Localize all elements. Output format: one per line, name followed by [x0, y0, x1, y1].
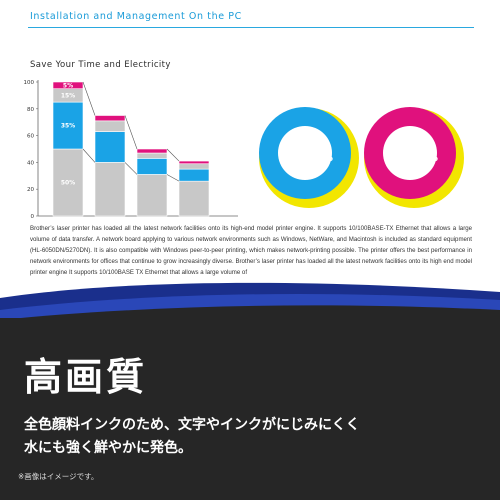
stacked-bar-chart: 0 20 40 60 80 100 50% 35% 15% 5% [24, 80, 238, 220]
y-tick-label: 60 [27, 134, 34, 140]
bar-segment [178, 163, 210, 170]
data-label: 5% [63, 82, 73, 89]
image-note: ※画像はイメージです。 [18, 472, 99, 481]
bar-segment [52, 101, 84, 150]
y-tick-label: 80 [27, 107, 34, 113]
y-tick-label: 20 [27, 187, 34, 193]
gauge: 60% [364, 107, 464, 208]
gauge-hole [383, 126, 437, 180]
bar-segment [178, 168, 210, 182]
promo-line-1: 全色顔料インクのため、文字やインクがにじみにくく [24, 417, 360, 433]
header-divider [28, 27, 474, 28]
bar-segment [136, 152, 168, 159]
data-label: 15% [61, 92, 75, 99]
gauge-value: 60 [393, 142, 421, 166]
description-text: Brother’s laser printer has loaded all t… [30, 225, 472, 276]
gauge-value: 80 [288, 142, 316, 166]
gauge-group: 80% 60% [259, 107, 464, 208]
bar-segment [94, 120, 126, 132]
gauge-unit: % [322, 151, 333, 164]
connector-line [166, 174, 180, 182]
connector-line [82, 148, 96, 163]
connector-line [82, 81, 96, 116]
y-tick-label: 0 [31, 214, 35, 220]
gauge-hole [278, 126, 332, 180]
promo-line-2: 水にも強く鮮やかに発色。 [24, 440, 192, 456]
bar-segment [136, 174, 168, 217]
chart-title: Save Your Time and Electricity [30, 60, 171, 70]
gauge: 80% [259, 107, 359, 208]
connector-line [124, 162, 138, 175]
bar-segment [136, 158, 168, 175]
bar-segment [94, 131, 126, 163]
gauge-unit: % [427, 151, 438, 164]
bar-segment [178, 160, 210, 165]
y-tick-label: 100 [24, 80, 35, 86]
bar-segment [94, 115, 126, 122]
data-label: 50% [61, 180, 75, 187]
connector-line [124, 115, 138, 150]
data-label: 35% [61, 123, 75, 130]
bar-segment [52, 148, 84, 217]
bar-segment [52, 81, 84, 89]
connector-line [166, 148, 180, 162]
bar-segment [178, 180, 210, 217]
bar-segment [94, 162, 126, 217]
promo-title: 高画質 [24, 355, 148, 399]
promo-panel [0, 318, 500, 500]
section-title: Installation and Management On the PC [30, 11, 242, 22]
bar-segment [136, 148, 168, 154]
y-tick-label: 40 [27, 160, 34, 166]
